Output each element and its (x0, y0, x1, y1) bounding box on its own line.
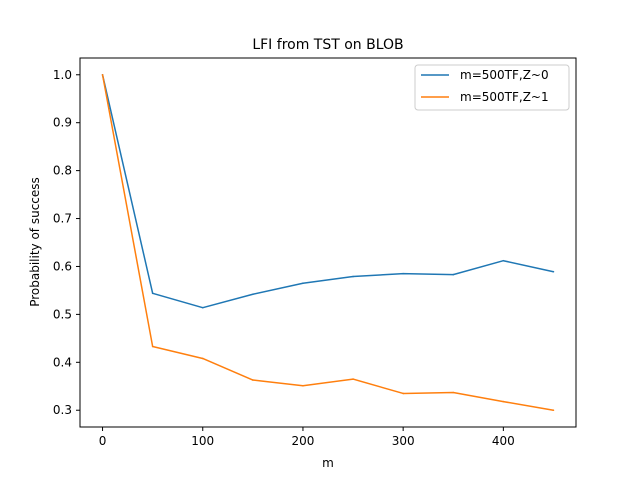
data-point-series-1-6 (402, 392, 404, 395)
x-tick-label: 100 (191, 434, 214, 448)
data-point-series-0-6 (402, 272, 404, 275)
data-point-series-0-4 (302, 282, 304, 285)
y-tick-label: 0.8 (53, 164, 72, 178)
data-point-series-0-8 (502, 259, 505, 262)
legend-label-series-0: m=500TF,Z~0 (460, 68, 549, 82)
plot-layer (101, 73, 555, 412)
data-point-series-0-9 (552, 270, 555, 273)
y-tick-label: 0.6 (53, 259, 72, 273)
y-tick-label: 0.9 (53, 116, 72, 130)
data-point-series-1-4 (302, 384, 304, 387)
data-point-series-0-5 (352, 275, 354, 278)
x-axis-ticks: 0 100 200 300 400 (99, 427, 515, 448)
legend: m=500TF,Z~0 m=500TF,Z~1 (414, 64, 570, 111)
x-axis-label: m (322, 456, 334, 470)
chart-title: LFI from TST on BLOB (252, 37, 403, 53)
series-line-0 (101, 74, 554, 309)
data-point-series-1-9 (552, 409, 555, 412)
y-axis-ticks: 0.3 0.4 0.5 0.6 0.7 0.8 0.9 1.0 (53, 68, 80, 417)
series-line-1 (101, 74, 554, 411)
data-point-series-0-2 (201, 306, 204, 309)
data-point-series-0-7 (452, 273, 455, 276)
data-point-series-0-3 (252, 293, 254, 296)
data-point-series-1-3 (252, 379, 254, 381)
data-point-series-1-7 (452, 391, 455, 394)
y-tick-label: 0.4 (53, 355, 72, 369)
y-tick-label: 1.0 (53, 68, 72, 82)
y-axis-label: Probability of success (28, 177, 42, 307)
x-tick-label: 400 (492, 434, 515, 448)
data-point-series-1-1 (151, 345, 154, 348)
data-point-series-0-1 (151, 292, 154, 295)
y-tick-label: 0.7 (53, 212, 72, 226)
legend-label-series-1: m=500TF,Z~1 (460, 90, 549, 104)
plot-frame (79, 57, 577, 428)
y-tick-label: 0.5 (53, 307, 72, 321)
data-point-series-1-2 (201, 357, 204, 360)
legend-box (414, 64, 570, 111)
x-tick-label: 200 (291, 434, 314, 448)
data-point-series-1-0 (101, 73, 104, 76)
y-tick-label: 0.3 (53, 403, 72, 417)
x-tick-label: 0 (99, 434, 107, 448)
x-tick-label: 300 (392, 434, 415, 448)
data-point-series-1-8 (502, 400, 505, 403)
data-point-series-1-5 (352, 378, 354, 380)
